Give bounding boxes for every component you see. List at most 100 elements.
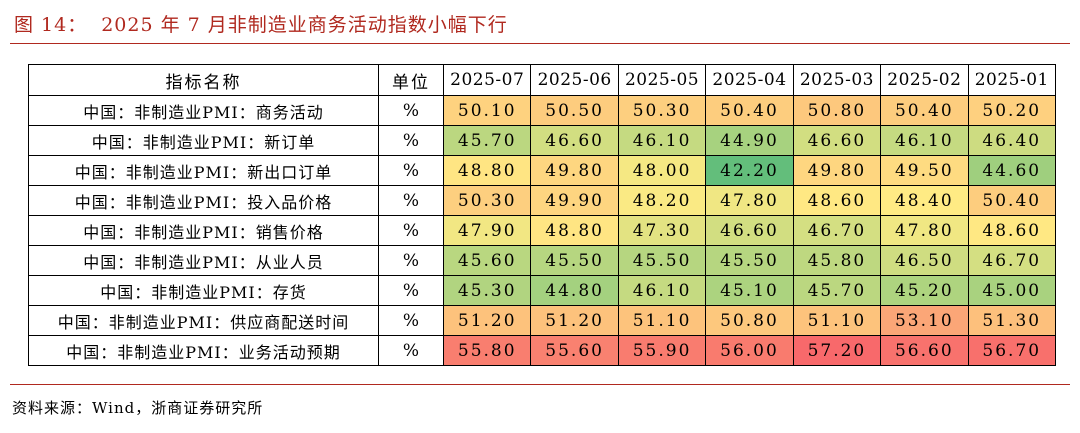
value-cell: 48.80 xyxy=(442,155,532,186)
value-cell: 47.80 xyxy=(880,215,969,246)
value-cell: 48.00 xyxy=(617,155,707,186)
value-cell: 56.60 xyxy=(880,335,969,366)
value-cell: 55.80 xyxy=(442,335,532,366)
value-cell: 50.30 xyxy=(617,95,707,126)
value-cell: 42.20 xyxy=(705,155,794,186)
header-date: 2025-06 xyxy=(530,64,619,96)
value-cell: 45.00 xyxy=(967,275,1057,306)
value-cell: 44.60 xyxy=(967,155,1057,186)
value-cell: 50.50 xyxy=(530,95,619,126)
value-cell: 46.70 xyxy=(792,215,882,246)
row-unit: % xyxy=(378,245,444,276)
table-row: 中国：非制造业PMI：供应商配送时间 % 51.20 51.20 51.10 5… xyxy=(28,305,1057,336)
row-unit: % xyxy=(378,275,444,306)
value-cell: 50.80 xyxy=(705,305,794,336)
value-cell: 48.80 xyxy=(530,215,619,246)
value-cell: 47.80 xyxy=(705,185,794,216)
header-name: 指标名称 xyxy=(28,64,379,96)
value-cell: 56.00 xyxy=(705,335,794,366)
bottom-divider xyxy=(10,384,1070,385)
value-cell: 48.20 xyxy=(617,185,707,216)
value-cell: 50.30 xyxy=(442,185,532,216)
value-cell: 49.90 xyxy=(530,185,619,216)
figure-number: 图 14： xyxy=(14,14,88,36)
row-name: 中国：非制造业PMI：新出口订单 xyxy=(28,155,379,186)
value-cell: 45.80 xyxy=(792,245,882,276)
row-unit: % xyxy=(378,95,444,126)
value-cell: 48.60 xyxy=(967,215,1057,246)
value-cell: 50.40 xyxy=(705,95,794,126)
row-name: 中国：非制造业PMI：新订单 xyxy=(28,125,379,156)
value-cell: 51.10 xyxy=(617,305,707,336)
row-name: 中国：非制造业PMI：销售价格 xyxy=(28,215,379,246)
value-cell: 48.60 xyxy=(792,185,882,216)
header-date: 2025-05 xyxy=(617,64,707,96)
value-cell: 50.40 xyxy=(880,95,969,126)
header-date: 2025-01 xyxy=(967,64,1057,96)
table-row: 中国：非制造业PMI：新出口订单 % 48.80 49.80 48.00 42.… xyxy=(28,155,1057,186)
row-unit: % xyxy=(378,125,444,156)
value-cell: 46.60 xyxy=(705,215,794,246)
value-cell: 55.90 xyxy=(617,335,707,366)
value-cell: 46.40 xyxy=(967,125,1057,156)
value-cell: 49.80 xyxy=(530,155,619,186)
header-date: 2025-03 xyxy=(792,64,882,96)
row-name: 中国：非制造业PMI：商务活动 xyxy=(28,95,379,126)
row-unit: % xyxy=(378,185,444,216)
table-row: 中国：非制造业PMI：业务活动预期 % 55.80 55.60 55.90 56… xyxy=(28,335,1057,366)
value-cell: 46.10 xyxy=(617,125,707,156)
top-divider xyxy=(10,43,1070,44)
value-cell: 47.30 xyxy=(617,215,707,246)
value-cell: 45.10 xyxy=(705,275,794,306)
header-date: 2025-07 xyxy=(442,64,532,96)
value-cell: 45.30 xyxy=(442,275,532,306)
figure-title-text: 2025 年 7 月非制造业商务活动指数小幅下行 xyxy=(101,14,508,36)
row-unit: % xyxy=(378,155,444,186)
value-cell: 53.10 xyxy=(880,305,969,336)
value-cell: 45.50 xyxy=(617,245,707,276)
row-name: 中国：非制造业PMI：业务活动预期 xyxy=(28,335,379,366)
table-row: 中国：非制造业PMI：商务活动 % 50.10 50.50 50.30 50.4… xyxy=(28,95,1057,126)
value-cell: 45.70 xyxy=(792,275,882,306)
row-unit: % xyxy=(378,215,444,246)
figure-title: 图 14： 2025 年 7 月非制造业商务活动指数小幅下行 xyxy=(14,10,508,37)
pmi-table: 指标名称 单位 2025-07 2025-06 2025-05 2025-04 … xyxy=(28,64,1057,366)
value-cell: 46.50 xyxy=(880,245,969,276)
value-cell: 55.60 xyxy=(530,335,619,366)
table-header-row: 指标名称 单位 2025-07 2025-06 2025-05 2025-04 … xyxy=(28,64,1057,96)
value-cell: 46.60 xyxy=(792,125,882,156)
value-cell: 49.80 xyxy=(792,155,882,186)
row-unit: % xyxy=(378,335,444,366)
header-date: 2025-02 xyxy=(880,64,969,96)
value-cell: 51.10 xyxy=(792,305,882,336)
value-cell: 46.10 xyxy=(617,275,707,306)
value-cell: 45.20 xyxy=(880,275,969,306)
value-cell: 47.90 xyxy=(442,215,532,246)
header-unit: 单位 xyxy=(378,64,444,96)
row-unit: % xyxy=(378,305,444,336)
value-cell: 45.50 xyxy=(705,245,794,276)
table-row: 中国：非制造业PMI：投入品价格 % 50.30 49.90 48.20 47.… xyxy=(28,185,1057,216)
value-cell: 45.60 xyxy=(442,245,532,276)
row-name: 中国：非制造业PMI：从业人员 xyxy=(28,245,379,276)
value-cell: 44.90 xyxy=(705,125,794,156)
value-cell: 51.20 xyxy=(530,305,619,336)
source-note: 资料来源：Wind，浙商证券研究所 xyxy=(12,399,264,417)
row-name: 中国：非制造业PMI：投入品价格 xyxy=(28,185,379,216)
value-cell: 45.50 xyxy=(530,245,619,276)
value-cell: 46.70 xyxy=(967,245,1057,276)
value-cell: 50.20 xyxy=(967,95,1057,126)
value-cell: 56.70 xyxy=(967,335,1057,366)
value-cell: 50.40 xyxy=(967,185,1057,216)
value-cell: 57.20 xyxy=(792,335,882,366)
value-cell: 51.20 xyxy=(442,305,532,336)
table-row: 中国：非制造业PMI：从业人员 % 45.60 45.50 45.50 45.5… xyxy=(28,245,1057,276)
header-date: 2025-04 xyxy=(705,64,794,96)
table-row: 中国：非制造业PMI：新订单 % 45.70 46.60 46.10 44.90… xyxy=(28,125,1057,156)
value-cell: 50.80 xyxy=(792,95,882,126)
value-cell: 49.50 xyxy=(880,155,969,186)
value-cell: 46.10 xyxy=(880,125,969,156)
value-cell: 50.10 xyxy=(442,95,532,126)
value-cell: 46.60 xyxy=(530,125,619,156)
value-cell: 45.70 xyxy=(442,125,532,156)
